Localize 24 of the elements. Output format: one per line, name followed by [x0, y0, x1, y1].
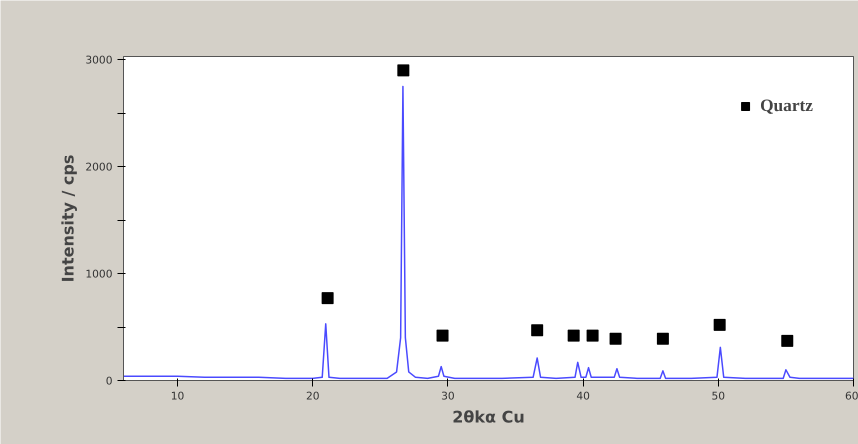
legend-label: Quartz — [760, 96, 813, 116]
y-tick-label: 3000 — [85, 54, 113, 67]
point — [610, 332, 622, 345]
x-tick-label: 60 — [844, 390, 858, 402]
y-tick-label: 1000 — [85, 268, 113, 281]
point — [322, 292, 334, 304]
y-tick-label: 0 — [106, 374, 113, 388]
point — [781, 334, 794, 347]
point — [568, 330, 580, 342]
point — [436, 330, 449, 342]
x-tick-label: 20 — [306, 390, 320, 402]
y-tick-label: 2000 — [85, 160, 113, 174]
x-tick-label: 10 — [170, 390, 185, 402]
x-axis-title: 2θkα Cu — [452, 408, 525, 426]
x-tick-label: 30 — [441, 390, 455, 402]
point — [714, 318, 726, 331]
line-series — [124, 86, 854, 380]
point — [397, 64, 410, 76]
x-tick-label: 40 — [576, 390, 590, 402]
y-axis-title: Intensity / cps — [58, 154, 78, 282]
x-tick-label: 50 — [712, 390, 726, 402]
point — [586, 330, 599, 342]
point — [656, 332, 669, 345]
point — [531, 324, 544, 336]
